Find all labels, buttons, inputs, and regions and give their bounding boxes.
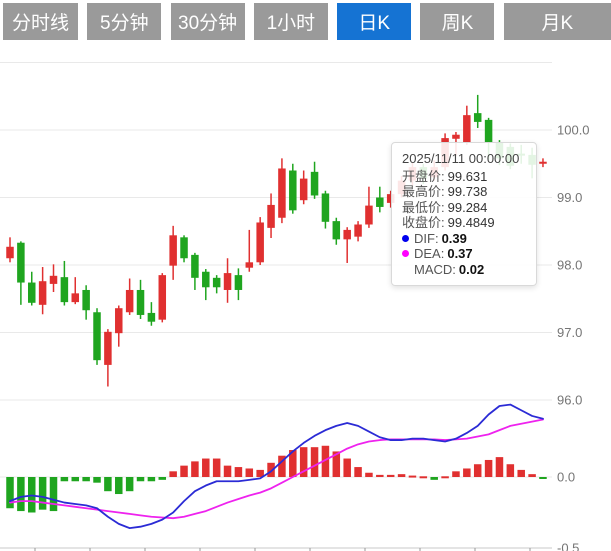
tab-monthly-k[interactable]: 月K [503,3,611,40]
svg-text:-0.5: -0.5 [557,541,579,551]
svg-text:100.0: 100.0 [557,123,590,138]
tab-daily-k[interactable]: 日K [337,3,412,40]
tab-weekly-k[interactable]: 周K [420,3,495,40]
timeframe-toolbar: 分时线 5分钟 30分钟 1小时 日K 周K 月K [3,3,611,40]
svg-text:0.0: 0.0 [557,470,575,485]
tab-time-share[interactable]: 分时线 [3,3,78,40]
svg-text:99.0: 99.0 [557,190,582,205]
tab-5min[interactable]: 5分钟 [87,3,162,40]
tab-30min[interactable]: 30分钟 [170,3,245,40]
tab-1hour[interactable]: 1小时 [253,3,328,40]
svg-text:96.0: 96.0 [557,393,582,408]
svg-text:98.0: 98.0 [557,258,582,273]
svg-text:97.0: 97.0 [557,325,582,340]
